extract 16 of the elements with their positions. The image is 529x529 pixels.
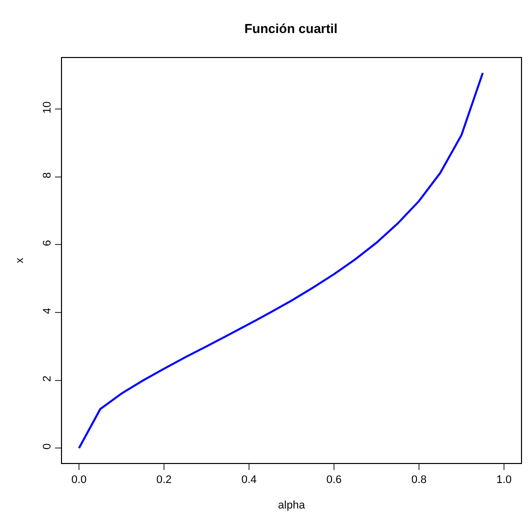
y-tick-label: 6 [42,240,54,246]
x-tick-label: 0.6 [326,474,342,486]
y-axis-title: x [14,257,26,264]
y-tick-label: 10 [42,101,54,114]
x-tick-label: 1.0 [496,474,512,486]
x-tick-label: 0.4 [241,474,257,486]
line-series [78,72,484,450]
chart-title: Función cuartil [244,20,338,36]
y-tick-label: 2 [42,376,54,382]
y-tick-label: 8 [42,172,54,178]
y-tick-label: 4 [42,308,54,314]
x-tick-label: 0.0 [71,474,87,486]
x-tick-label: 0.2 [156,474,172,486]
x-tick-label: 0.8 [411,474,427,486]
x-axis-title: alpha [278,499,306,512]
y-tick-label: 0 [42,443,54,450]
